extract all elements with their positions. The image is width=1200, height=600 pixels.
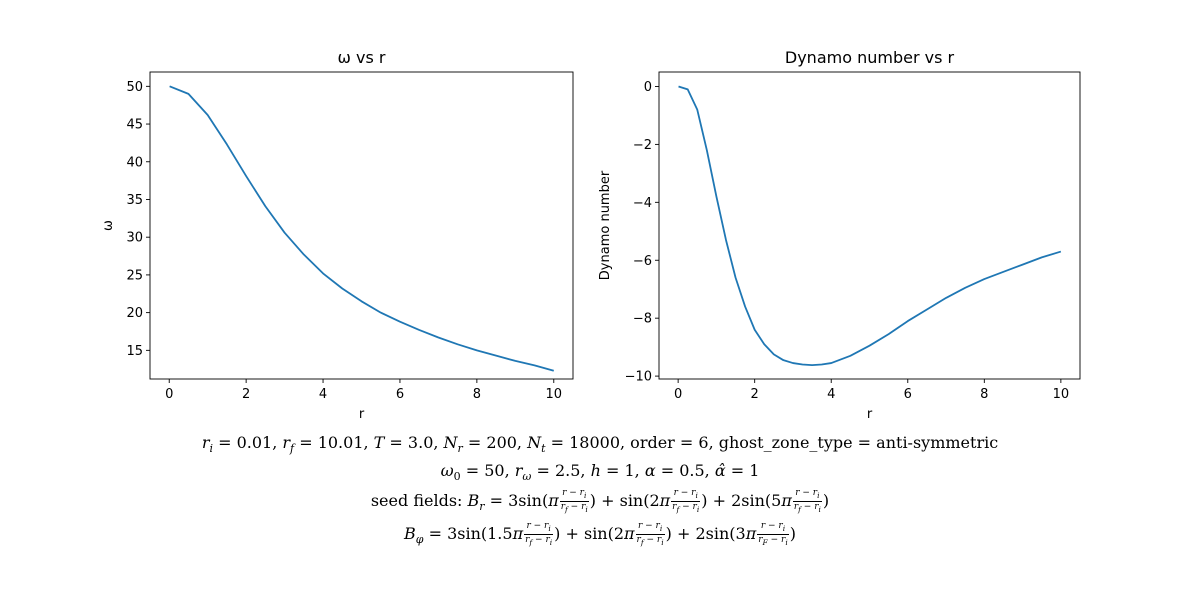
x-axis-label: r xyxy=(359,407,365,422)
x-tick-label: 8 xyxy=(473,387,481,402)
y-tick-label: 15 xyxy=(126,344,143,359)
x-tick-label: 2 xyxy=(242,387,250,402)
x-tick-label: 6 xyxy=(396,387,404,402)
caption-line-4: Bφ = 3sin(1.5π r − ri rf − ri) + sin(2π r −… xyxy=(404,521,796,547)
y-tick-label: 20 xyxy=(126,306,143,321)
series-line xyxy=(678,85,1062,367)
plot-frame xyxy=(149,71,574,380)
caption-line-2: ω0 = 50, rω = 2.5, h = 1, α = 0.5, α̂ = … xyxy=(440,461,760,484)
dynamo-number-vs-r-axes: 0 2 4 6 8 10 0 −2 −4 −6 −8 −10 Dynamo number vs r r Dy… xyxy=(598,48,1081,422)
chart-title: ω vs r xyxy=(338,48,386,67)
x-tick-label: 4 xyxy=(827,387,835,402)
y-axis-label: Dynamo number xyxy=(598,170,613,280)
y-tick-label: 0 xyxy=(644,80,652,95)
y-tick-label: 30 xyxy=(126,231,143,246)
x-tick-label: 10 xyxy=(545,387,562,402)
x-axis-label: r xyxy=(867,407,873,422)
chart-title: Dynamo number vs r xyxy=(785,48,955,67)
x-tick-label: 2 xyxy=(751,387,759,402)
y-tick-label: 25 xyxy=(126,268,143,283)
caption-line-1: ri = 0.01, rf = 10.01, T = 3.0, Nr = 200… xyxy=(201,433,999,456)
y-tick-label: −6 xyxy=(633,254,652,269)
y-tick-label: 45 xyxy=(126,118,143,133)
y-tick-label: −4 xyxy=(633,196,652,211)
caption-line-3: seed fields: Br = 3sin(π r − ri rf − ri) +… xyxy=(370,488,830,514)
x-tick-label: 0 xyxy=(674,387,682,402)
y-tick-label: −8 xyxy=(633,312,652,327)
plot-frame xyxy=(658,71,1081,380)
x-tick-label: 0 xyxy=(165,387,173,402)
y-tick-label: 50 xyxy=(126,80,143,95)
x-tick-label: 4 xyxy=(319,387,327,402)
series-line xyxy=(169,85,555,372)
y-tick-label: 35 xyxy=(126,193,143,208)
x-tick-label: 6 xyxy=(904,387,912,402)
y-tick-label: −10 xyxy=(625,370,652,385)
y-tick-label: 40 xyxy=(126,155,143,170)
omega-vs-r-axes: 0 2 4 6 8 10 15 20 25 30 35 40 45 50 ω vs r r ω xyxy=(101,48,574,422)
y-axis-label: ω xyxy=(101,220,116,231)
y-tick-label: −2 xyxy=(633,138,652,153)
x-tick-label: 10 xyxy=(1053,387,1070,402)
x-tick-label: 8 xyxy=(980,387,988,402)
